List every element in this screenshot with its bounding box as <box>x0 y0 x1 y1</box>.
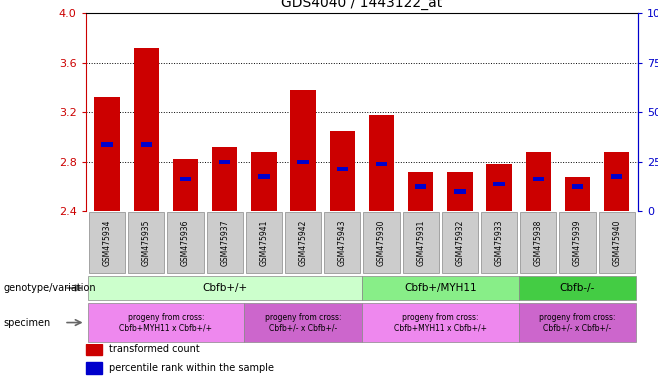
Text: GSM475937: GSM475937 <box>220 220 229 266</box>
Text: Cbfb+/+: Cbfb+/+ <box>202 283 247 293</box>
Bar <box>297 160 309 164</box>
FancyBboxPatch shape <box>362 303 519 343</box>
Bar <box>86 362 102 374</box>
Text: GSM475940: GSM475940 <box>612 220 621 266</box>
Bar <box>494 182 505 186</box>
Bar <box>572 184 583 189</box>
FancyBboxPatch shape <box>285 212 321 273</box>
FancyBboxPatch shape <box>168 212 203 273</box>
Text: GSM475936: GSM475936 <box>181 220 190 266</box>
FancyBboxPatch shape <box>88 303 244 343</box>
Text: GSM475934: GSM475934 <box>103 220 112 266</box>
Bar <box>447 172 472 211</box>
FancyBboxPatch shape <box>481 212 517 273</box>
Bar <box>86 344 102 355</box>
Bar <box>368 115 394 211</box>
Bar <box>219 160 230 164</box>
Text: progeny from cross:
Cbfb+/- x Cbfb+/-: progeny from cross: Cbfb+/- x Cbfb+/- <box>540 313 616 332</box>
Text: Cbfb+/MYH11: Cbfb+/MYH11 <box>404 283 476 293</box>
Text: progeny from cross:
Cbfb+MYH11 x Cbfb+/+: progeny from cross: Cbfb+MYH11 x Cbfb+/+ <box>393 313 487 332</box>
Text: GSM475930: GSM475930 <box>377 220 386 266</box>
Text: Cbfb-/-: Cbfb-/- <box>560 283 595 293</box>
Text: GSM475942: GSM475942 <box>299 220 307 266</box>
FancyBboxPatch shape <box>442 212 478 273</box>
Text: GSM475932: GSM475932 <box>455 220 465 266</box>
Bar <box>604 152 630 211</box>
Bar <box>336 167 348 171</box>
Bar <box>94 98 120 211</box>
Bar <box>173 159 198 211</box>
Bar <box>486 164 512 211</box>
Bar <box>258 174 270 179</box>
Bar <box>415 184 426 189</box>
FancyBboxPatch shape <box>362 276 519 300</box>
Bar <box>141 142 152 147</box>
Bar <box>532 177 544 181</box>
Bar <box>565 177 590 211</box>
Bar <box>454 189 466 194</box>
Text: progeny from cross:
Cbfb+MYH11 x Cbfb+/+: progeny from cross: Cbfb+MYH11 x Cbfb+/+ <box>119 313 213 332</box>
Bar <box>526 152 551 211</box>
FancyBboxPatch shape <box>403 212 439 273</box>
FancyBboxPatch shape <box>520 212 556 273</box>
FancyBboxPatch shape <box>559 212 595 273</box>
Bar <box>180 177 191 181</box>
Text: GSM475933: GSM475933 <box>495 220 503 266</box>
FancyBboxPatch shape <box>599 212 635 273</box>
FancyBboxPatch shape <box>363 212 399 273</box>
FancyBboxPatch shape <box>519 303 636 343</box>
Bar <box>251 152 276 211</box>
Text: GSM475931: GSM475931 <box>417 220 425 266</box>
FancyBboxPatch shape <box>519 276 636 300</box>
Text: genotype/variation: genotype/variation <box>3 283 96 293</box>
Text: percentile rank within the sample: percentile rank within the sample <box>109 363 274 373</box>
Text: GSM475941: GSM475941 <box>259 220 268 266</box>
FancyBboxPatch shape <box>89 212 125 273</box>
Bar <box>330 131 355 211</box>
Bar <box>134 48 159 211</box>
Bar <box>376 162 388 166</box>
Bar <box>611 174 622 179</box>
FancyBboxPatch shape <box>128 212 164 273</box>
Bar <box>408 172 434 211</box>
Text: GSM475935: GSM475935 <box>142 220 151 266</box>
FancyBboxPatch shape <box>244 303 362 343</box>
Text: GSM475938: GSM475938 <box>534 220 543 266</box>
Title: GDS4040 / 1443122_at: GDS4040 / 1443122_at <box>281 0 443 10</box>
Bar <box>290 90 316 211</box>
Bar <box>212 147 238 211</box>
Text: GSM475939: GSM475939 <box>573 220 582 266</box>
Text: progeny from cross:
Cbfb+/- x Cbfb+/-: progeny from cross: Cbfb+/- x Cbfb+/- <box>265 313 342 332</box>
FancyBboxPatch shape <box>88 276 362 300</box>
FancyBboxPatch shape <box>324 212 361 273</box>
FancyBboxPatch shape <box>246 212 282 273</box>
Text: transformed count: transformed count <box>109 344 199 354</box>
Bar <box>101 142 113 147</box>
Text: specimen: specimen <box>3 318 51 328</box>
Text: GSM475943: GSM475943 <box>338 220 347 266</box>
FancyBboxPatch shape <box>207 212 243 273</box>
